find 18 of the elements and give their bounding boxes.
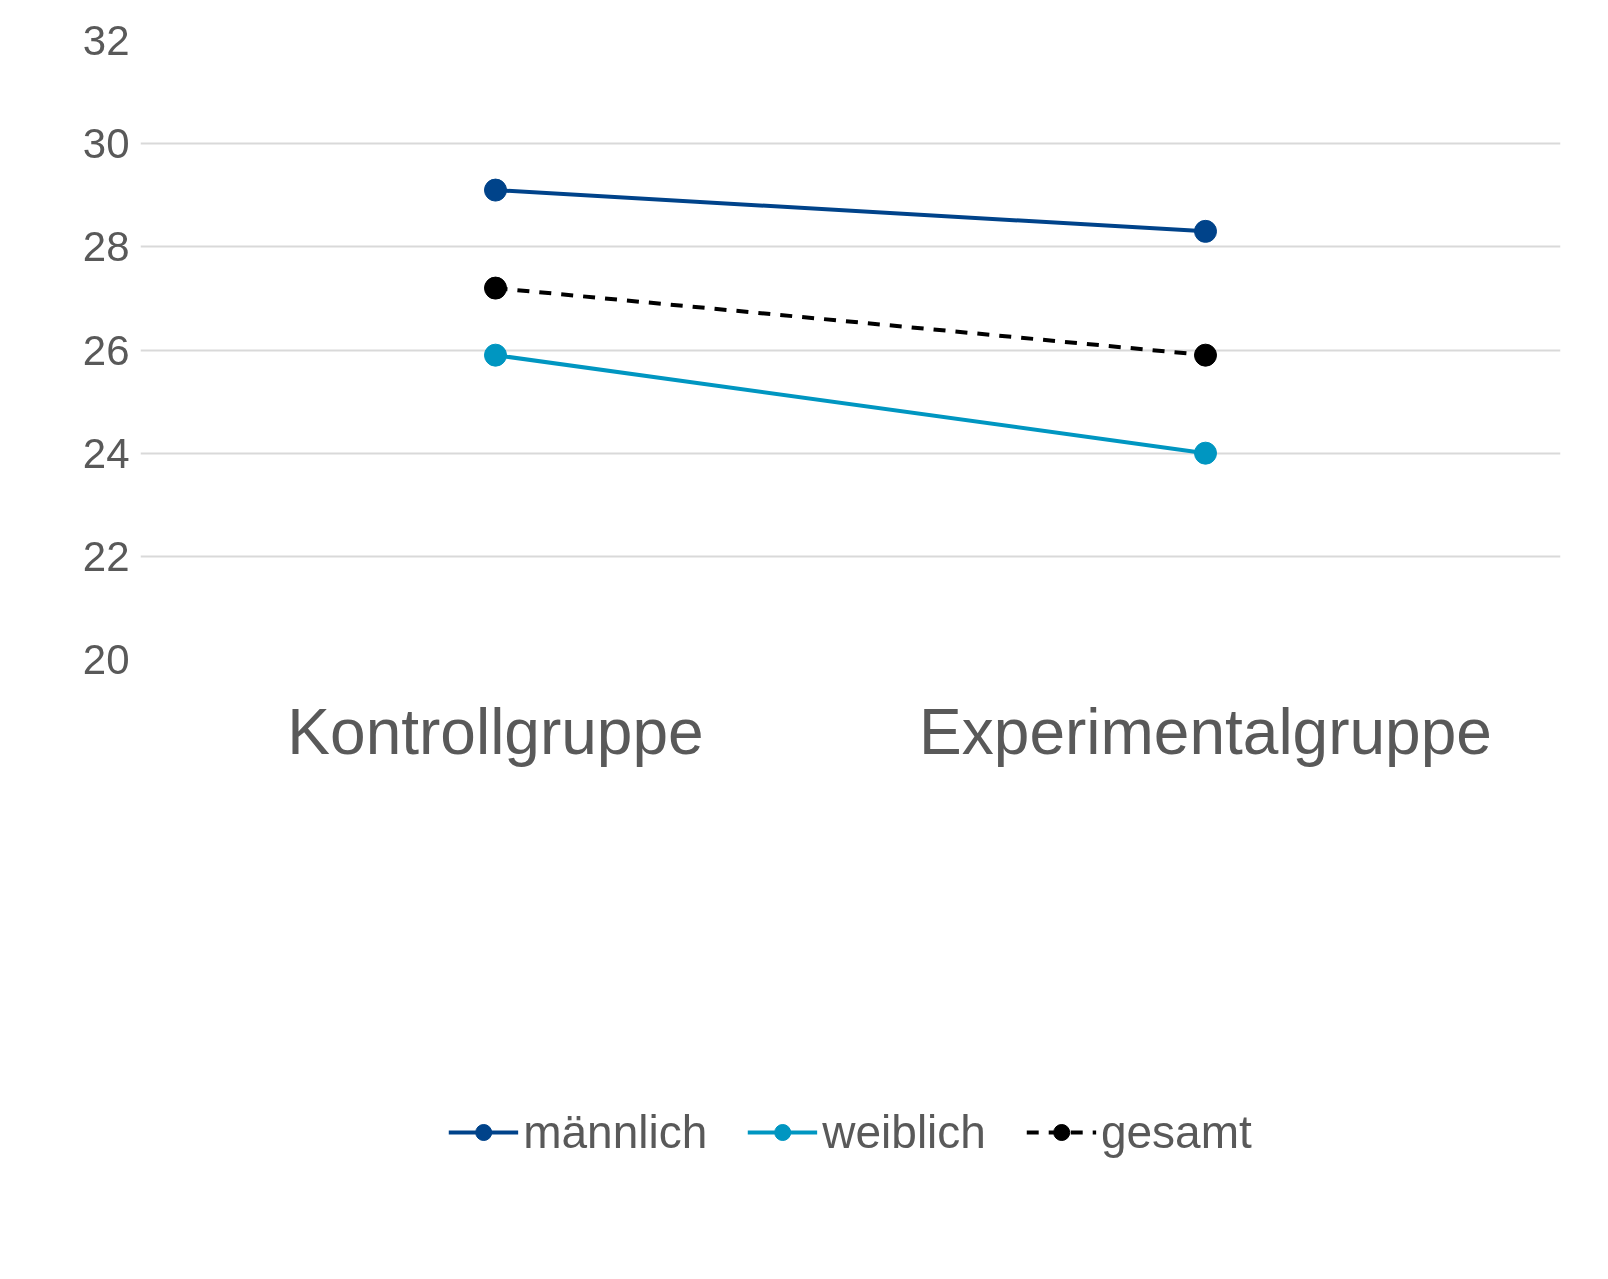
y-tick-label: 24 bbox=[82, 429, 130, 477]
legend-label: gesamt bbox=[1100, 1104, 1252, 1159]
point bbox=[484, 178, 507, 202]
y-tick-label: 30 bbox=[82, 120, 130, 168]
point bbox=[1194, 343, 1217, 367]
legend-label: männlich bbox=[523, 1104, 708, 1159]
x-tick-label: Kontrollgruppe bbox=[287, 695, 704, 768]
point bbox=[484, 276, 507, 300]
y-tick-label: 32 bbox=[82, 17, 130, 64]
point bbox=[1194, 219, 1217, 243]
y-tick-label: 20 bbox=[82, 636, 130, 683]
x-tick-label: Experimentalgruppe bbox=[919, 695, 1492, 768]
y-tick-label: 26 bbox=[82, 326, 130, 374]
point bbox=[484, 343, 507, 367]
y-tick-label: 22 bbox=[82, 532, 130, 580]
point bbox=[1194, 441, 1217, 465]
legend-label: weiblich bbox=[822, 1104, 986, 1159]
y-tick-label: 28 bbox=[82, 223, 130, 271]
